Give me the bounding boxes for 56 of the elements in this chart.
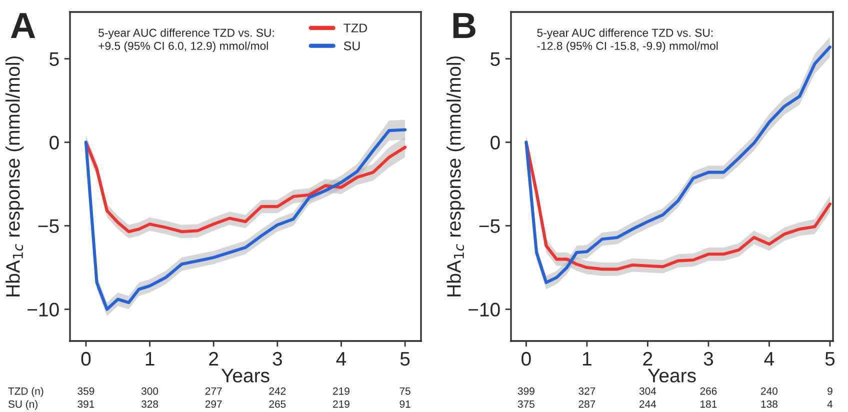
x-tick-label: 1 bbox=[146, 352, 154, 366]
text: 244 bbox=[640, 400, 656, 408]
y-tick-label: 0 bbox=[490, 136, 500, 150]
text: 240 bbox=[761, 387, 778, 395]
text: 277 bbox=[205, 387, 222, 395]
x-tick-label: 0 bbox=[81, 352, 91, 366]
x-tick-label: 4 bbox=[336, 352, 346, 366]
text: 399 bbox=[518, 387, 534, 395]
text: 181 bbox=[700, 400, 717, 408]
y-tick-label: 5 bbox=[490, 52, 500, 66]
text: 391 bbox=[78, 400, 94, 408]
y-axis-title: HbA$_{1c}$ response (mmol/mol) bbox=[446, 56, 465, 296]
chart-title: A bbox=[10, 13, 36, 38]
text: 265 bbox=[269, 400, 286, 408]
text: 375 bbox=[518, 400, 534, 408]
x-tick-label: 4 bbox=[764, 352, 774, 366]
x-tick-label: 5 bbox=[400, 352, 410, 366]
text: 219 bbox=[333, 387, 350, 395]
legend-label: SU bbox=[344, 41, 360, 50]
annotation: 5-year AUC difference TZD vs. SU: -12.8 (95% CI -15.8, -9.9) mmol/mol bbox=[537, 28, 718, 52]
x-tick-label: 5 bbox=[825, 352, 835, 366]
x-tick-label: 3 bbox=[272, 352, 282, 366]
text: 327 bbox=[578, 387, 596, 395]
text: 75 bbox=[400, 388, 410, 395]
text: TZD (n) bbox=[8, 387, 44, 397]
text: 138 bbox=[761, 400, 778, 408]
y-axis-title: HbA$_{1c}$ response (mmol/mol) bbox=[6, 56, 24, 296]
y-tick-label: 0 bbox=[50, 136, 59, 150]
y-tick-label: −10 bbox=[28, 302, 59, 317]
x-tick-label: 2 bbox=[643, 352, 652, 366]
text: 359 bbox=[78, 387, 94, 395]
annotation: 5-year AUC difference TZD vs. SU: +9.5 (95% CI 6.0, 12.9) mmol/mol bbox=[98, 28, 274, 52]
x-tick-label: 2 bbox=[209, 352, 218, 366]
text: 9 bbox=[828, 387, 832, 395]
text: 300 bbox=[141, 387, 158, 395]
text: 4 bbox=[827, 400, 833, 408]
chart-title: B bbox=[453, 13, 476, 38]
x-axis-title: Years bbox=[221, 368, 270, 382]
text: 297 bbox=[205, 400, 222, 408]
text: 304 bbox=[639, 387, 656, 395]
x-tick-label: 3 bbox=[704, 352, 714, 366]
text: 328 bbox=[141, 400, 158, 408]
text: SU (n) bbox=[8, 400, 38, 410]
text: 91 bbox=[400, 400, 410, 408]
y-tick-label: −5 bbox=[479, 219, 500, 234]
text: 287 bbox=[578, 400, 596, 408]
y-tick-label: −10 bbox=[468, 302, 500, 317]
y-tick-label: 5 bbox=[50, 52, 59, 66]
text: 219 bbox=[333, 400, 350, 408]
x-tick-label: 0 bbox=[522, 352, 531, 366]
text: 266 bbox=[700, 387, 717, 395]
legend-label: TZD bbox=[344, 24, 368, 32]
text: 242 bbox=[269, 387, 286, 395]
x-axis-title: Years bbox=[648, 368, 696, 382]
x-tick-label: 1 bbox=[583, 352, 592, 366]
y-tick-label: −5 bbox=[38, 219, 59, 234]
